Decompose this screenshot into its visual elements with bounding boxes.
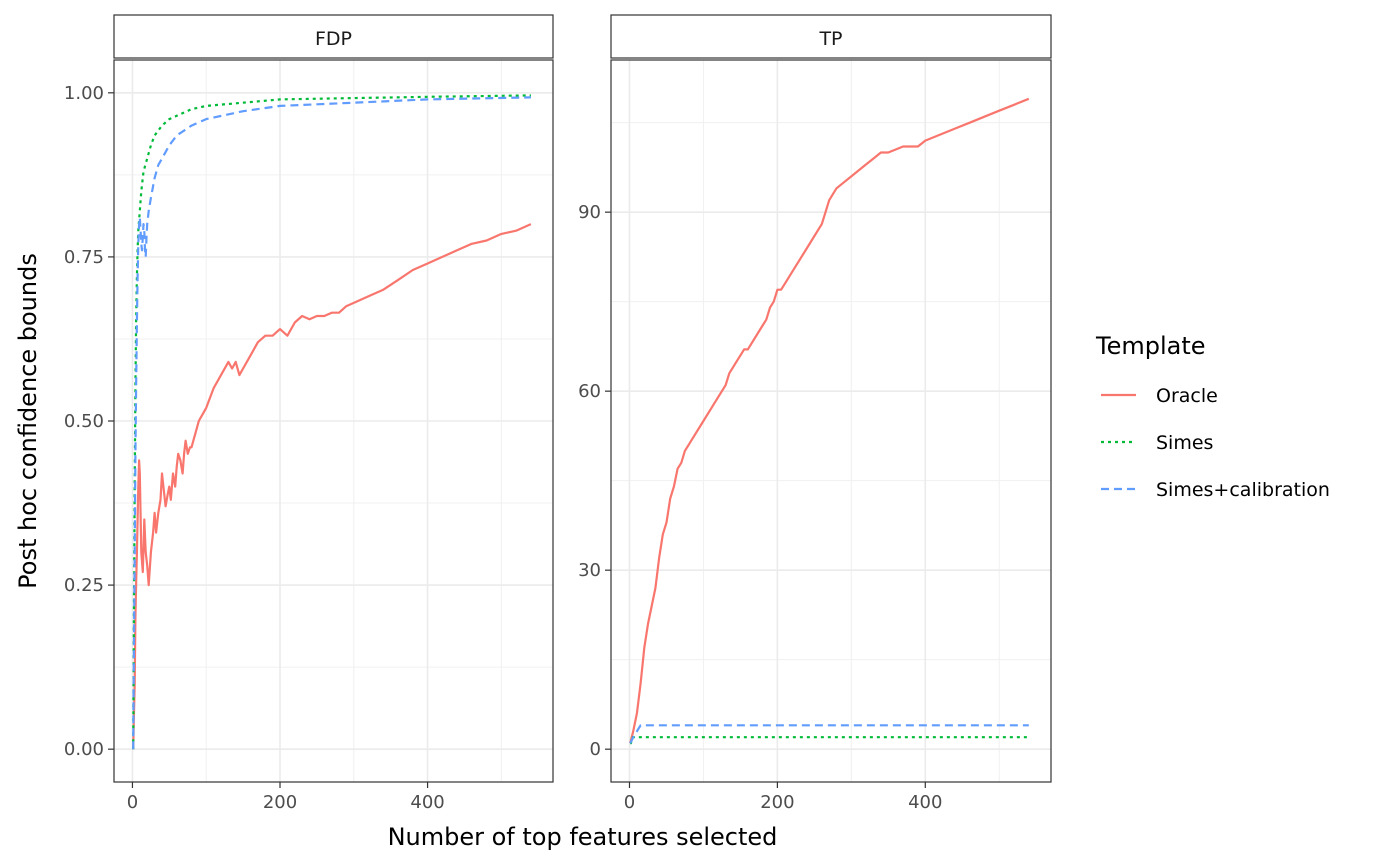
y-tick-label-tp: 30 <box>578 560 601 581</box>
legend-label-simes-calibration: Simes+calibration <box>1156 479 1330 501</box>
y-tick-label-fdp: 0.00 <box>64 739 104 760</box>
legend-label-oracle: Oracle <box>1156 385 1218 407</box>
x-tick-label-fdp: 200 <box>263 792 297 813</box>
series-line-tp-oracle <box>629 97 1030 744</box>
legend-title: Template <box>1095 332 1206 360</box>
x-axis-title: Number of top features selected <box>388 823 778 851</box>
x-tick-label-tp: 0 <box>624 792 635 813</box>
y-tick-label-fdp: 1.00 <box>64 83 104 104</box>
y-tick-label-fdp: 0.25 <box>64 575 104 596</box>
series-line-fdp-oracle <box>132 223 532 750</box>
strip-tp <box>610 14 1052 59</box>
series-line-fdp-simes <box>132 94 531 750</box>
y-tick-label-tp: 60 <box>578 381 601 402</box>
strip-label-tp: TP <box>818 28 842 50</box>
y-tick-label-fdp: 0.50 <box>64 411 104 432</box>
series-line-fdp-simes-calibration <box>132 96 531 750</box>
x-tick-label-tp: 200 <box>760 792 794 813</box>
y-axis-title: Post hoc confidence bounds <box>14 253 42 589</box>
y-tick-label-fdp: 0.75 <box>64 247 104 268</box>
panel-background-tp <box>611 60 1051 782</box>
strip-label-fdp: FDP <box>315 28 352 50</box>
x-tick-label-tp: 400 <box>908 792 942 813</box>
series-line-tp-simes-calibration <box>629 724 1029 744</box>
legend-label-simes: Simes <box>1156 432 1213 454</box>
y-tick-label-tp: 0 <box>590 739 601 760</box>
x-tick-label-fdp: 0 <box>127 792 138 813</box>
panel-border-tp <box>610 59 1052 783</box>
y-tick-label-tp: 90 <box>578 202 601 223</box>
strip-fdp <box>113 14 554 59</box>
x-tick-label-fdp: 400 <box>410 792 444 813</box>
